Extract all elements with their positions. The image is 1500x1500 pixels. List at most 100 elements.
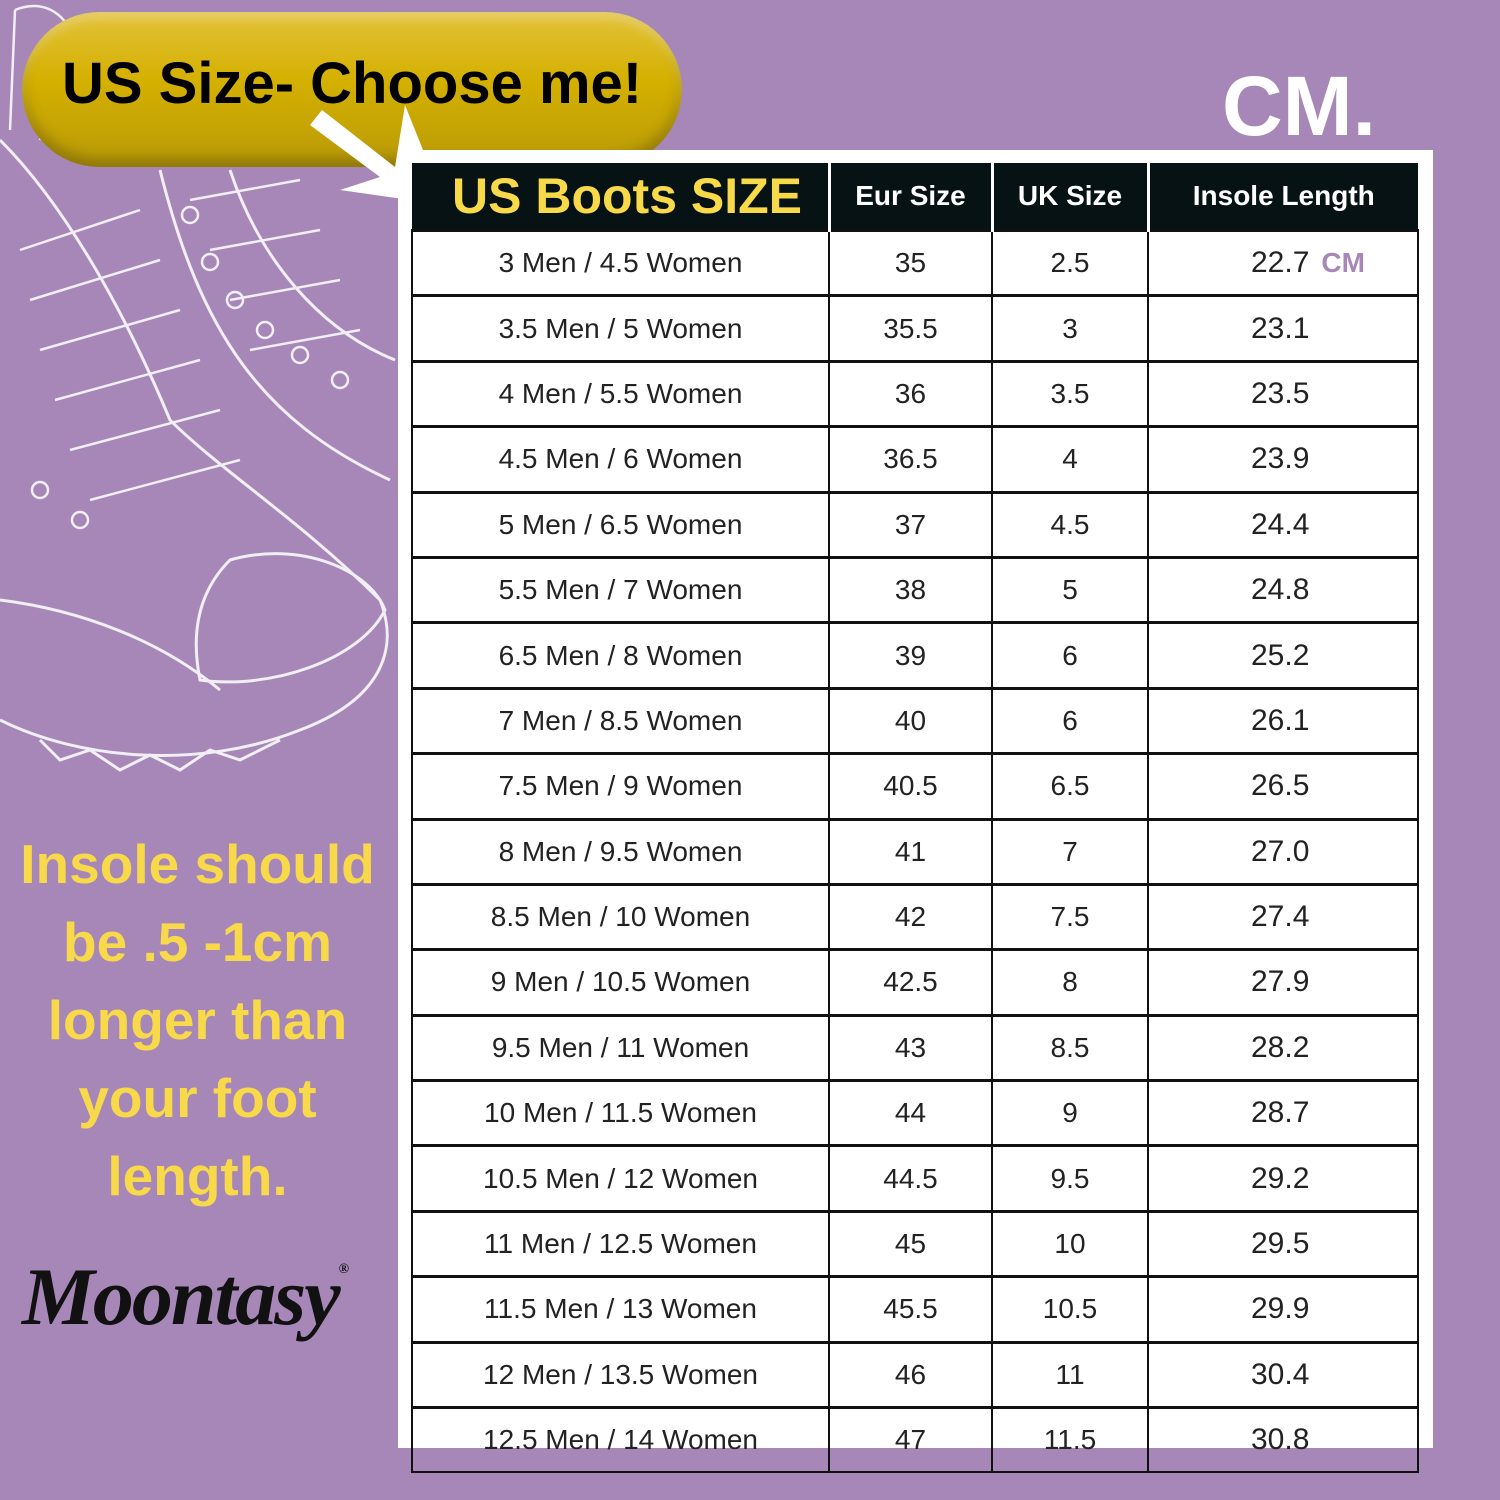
note-line: your foot [78, 1067, 317, 1129]
header-eur-size: Eur Size [827, 163, 992, 231]
cell-insole-length: 22.7 CM [1147, 228, 1419, 297]
insole-value: 28.7 [1251, 1096, 1310, 1130]
cell-eur-size: 46 [828, 1340, 993, 1409]
insole-value: 29.9 [1251, 1292, 1310, 1326]
brand-logo: Moontasy® [22, 1250, 349, 1344]
cell-eur-size: 40 [828, 686, 993, 755]
table-row: 9.5 Men / 11 Women 43 8.5 28.2 [411, 1013, 1419, 1082]
cell-us-size: 9.5 Men / 11 Women [411, 1013, 830, 1082]
cell-uk-size: 9 [991, 1079, 1149, 1147]
cell-insole-length: 28.2 [1147, 1013, 1419, 1082]
cell-eur-size: 47 [828, 1406, 993, 1474]
registered-mark: ® [338, 1262, 350, 1277]
insole-note: Insole should be .5 -1cm longer than you… [0, 825, 395, 1215]
cell-eur-size: 45.5 [828, 1275, 993, 1344]
note-line: length. [107, 1145, 288, 1207]
cell-uk-size: 4 [991, 425, 1149, 494]
insole-value: 27.9 [1251, 965, 1310, 999]
cell-us-size: 11 Men / 12.5 Women [411, 1209, 830, 1278]
cell-eur-size: 39 [828, 621, 993, 690]
cell-insole-length: 27.4 [1147, 882, 1419, 951]
insole-value: 23.9 [1251, 442, 1310, 476]
cell-eur-size: 41 [828, 817, 993, 886]
cell-insole-length: 23.5 [1147, 359, 1419, 428]
table-row: 10.5 Men / 12 Women 44.5 9.5 29.2 [411, 1144, 1419, 1213]
cell-us-size: 5.5 Men / 7 Women [411, 555, 830, 624]
cell-us-size: 3.5 Men / 5 Women [411, 294, 830, 363]
cell-insole-length: 30.4 [1147, 1340, 1419, 1409]
cell-uk-size: 5 [991, 555, 1149, 624]
cell-uk-size: 6 [991, 621, 1149, 690]
table-row: 12.5 Men / 14 Women 47 11.5 30.8 [411, 1406, 1419, 1474]
cell-eur-size: 44 [828, 1079, 993, 1147]
cell-insole-length: 27.9 [1147, 948, 1419, 1017]
cell-insole-length: 28.7 [1147, 1079, 1419, 1147]
cell-uk-size: 10 [991, 1209, 1149, 1278]
header-insole-length: Insole Length [1146, 163, 1418, 231]
table-row: 10 Men / 11.5 Women 44 9 28.7 [411, 1079, 1419, 1147]
cell-us-size: 4 Men / 5.5 Women [411, 359, 830, 428]
insole-value: 23.1 [1251, 311, 1310, 345]
cell-us-size: 10.5 Men / 12 Women [411, 1144, 830, 1213]
cell-eur-size: 38 [828, 555, 993, 624]
cell-eur-size: 45 [828, 1209, 993, 1278]
cell-uk-size: 7 [991, 817, 1149, 886]
cell-us-size: 8 Men / 9.5 Women [411, 817, 830, 886]
table-row: 7.5 Men / 9 Women 40.5 6.5 26.5 [411, 752, 1419, 821]
cell-us-size: 12.5 Men / 14 Women [411, 1406, 830, 1474]
cell-uk-size: 7.5 [991, 882, 1149, 951]
note-line: longer than [47, 989, 348, 1051]
header-uk-size: UK Size [990, 163, 1148, 231]
cell-us-size: 10 Men / 11.5 Women [411, 1079, 830, 1147]
cell-us-size: 3 Men / 4.5 Women [411, 228, 830, 297]
boots-illustration [0, 4, 396, 772]
cell-eur-size: 40.5 [828, 752, 993, 821]
cell-insole-length: 30.8 [1147, 1406, 1419, 1474]
cell-insole-length: 29.2 [1147, 1144, 1419, 1213]
cell-us-size: 4.5 Men / 6 Women [411, 425, 830, 494]
insole-value: 30.4 [1251, 1357, 1310, 1391]
cell-us-size: 8.5 Men / 10 Women [411, 882, 830, 951]
cell-us-size: 12 Men / 13.5 Women [411, 1340, 830, 1409]
cell-insole-length: 24.4 [1147, 490, 1419, 559]
note-line: be .5 -1cm [62, 911, 332, 973]
cell-us-size: 7 Men / 8.5 Women [411, 686, 830, 755]
unit-title: CM. [1222, 59, 1376, 153]
insole-value: 22.7 [1251, 246, 1310, 280]
logo-text: Moontasy [22, 1251, 341, 1342]
table-row: 5.5 Men / 7 Women 38 5 24.8 [411, 555, 1419, 624]
cell-insole-length: 29.9 [1147, 1275, 1419, 1344]
cell-uk-size: 8 [991, 948, 1149, 1017]
insole-value: 26.1 [1251, 703, 1310, 737]
cell-uk-size: 11.5 [991, 1406, 1149, 1474]
unit-label: CM [1321, 247, 1365, 279]
cell-uk-size: 4.5 [991, 490, 1149, 559]
insole-value: 27.0 [1251, 834, 1310, 868]
cell-insole-length: 23.9 [1147, 425, 1419, 494]
insole-value: 29.2 [1251, 1161, 1310, 1195]
table-row: 4 Men / 5.5 Women 36 3.5 23.5 [411, 359, 1419, 428]
insole-value: 30.8 [1251, 1423, 1310, 1457]
cell-insole-length: 23.1 [1147, 294, 1419, 363]
cell-uk-size: 8.5 [991, 1013, 1149, 1082]
insole-value: 23.5 [1251, 376, 1310, 410]
table-row: 8.5 Men / 10 Women 42 7.5 27.4 [411, 882, 1419, 951]
note-line: Insole should [20, 833, 375, 895]
cell-eur-size: 36 [828, 359, 993, 428]
cell-insole-length: 26.5 [1147, 752, 1419, 821]
cell-uk-size: 2.5 [991, 228, 1149, 297]
cell-eur-size: 42.5 [828, 948, 993, 1017]
cell-us-size: 6.5 Men / 8 Women [411, 621, 830, 690]
table-row: 12 Men / 13.5 Women 46 11 30.4 [411, 1340, 1419, 1409]
insole-value: 27.4 [1251, 900, 1310, 934]
cell-eur-size: 36.5 [828, 425, 993, 494]
cell-eur-size: 42 [828, 882, 993, 951]
cell-insole-length: 26.1 [1147, 686, 1419, 755]
insole-value: 24.8 [1251, 573, 1310, 607]
cell-insole-length: 24.8 [1147, 555, 1419, 624]
cell-us-size: 9 Men / 10.5 Women [411, 948, 830, 1017]
table-row: 11.5 Men / 13 Women 45.5 10.5 29.9 [411, 1275, 1419, 1344]
table-row: 6.5 Men / 8 Women 39 6 25.2 [411, 621, 1419, 690]
banner-text: US Size- Choose me! [62, 51, 643, 116]
cell-uk-size: 11 [991, 1340, 1149, 1409]
